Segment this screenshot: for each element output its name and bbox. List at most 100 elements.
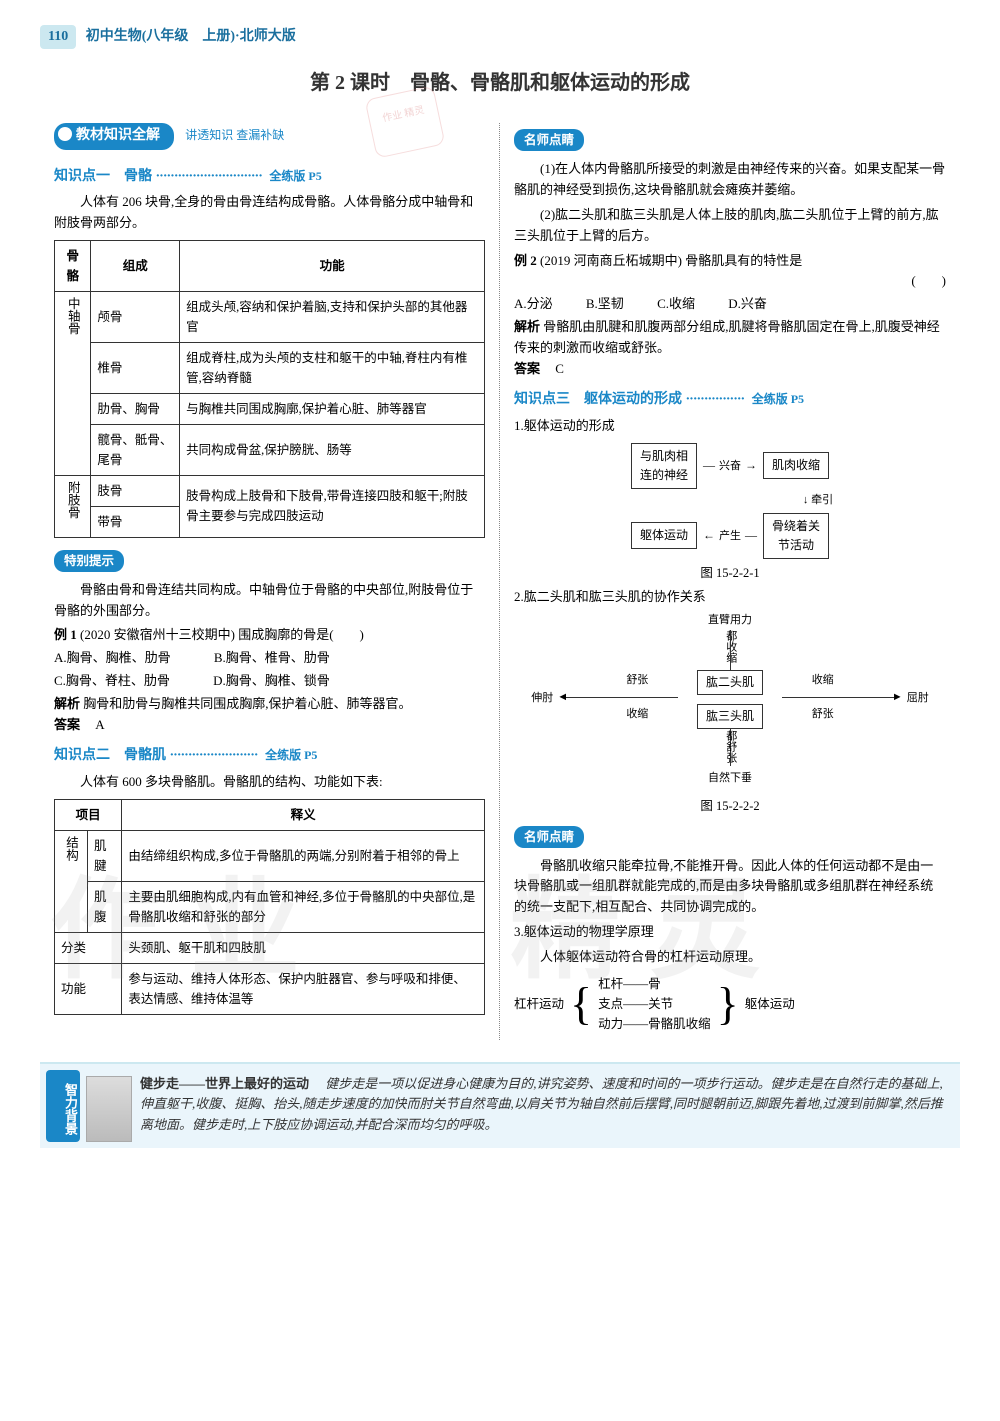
br-left: 杠杆运动 bbox=[514, 994, 564, 1014]
ex2-D: D.兴奋 bbox=[728, 296, 767, 311]
ex2-opts: A.分泌 B.坚韧 C.收缩 D.兴奋 bbox=[514, 294, 946, 315]
f1-b3: 躯体运动 bbox=[631, 522, 697, 549]
f1-side: ↓ 牵引 bbox=[514, 492, 946, 510]
example-1: 例 1 (2020 安徽宿州十三校期中) 围成胸廓的骨是( ) bbox=[54, 625, 485, 646]
kp3-s3: 3.躯体运动的物理学原理 bbox=[514, 922, 946, 943]
f2-m2l: 收缩 bbox=[626, 706, 648, 724]
kp2-title-text: 知识点二 骨骼肌 bbox=[54, 748, 166, 763]
r6c1: 带骨 bbox=[91, 506, 180, 537]
ex1-answer: 答案 A bbox=[54, 715, 485, 736]
ex2-src: (2019 河南商丘柘城期中) bbox=[540, 253, 682, 268]
r4c2: 共同构成骨盆,保护膀胱、肠等 bbox=[180, 424, 485, 475]
f1-b1: 与肌肉相 连的神经 bbox=[631, 443, 697, 489]
r2c2: 组成脊柱,成为头颅的支柱和躯干的中轴,脊柱内有椎管,容纳脊髓 bbox=[180, 342, 485, 393]
tip-label: 特别提示 bbox=[54, 550, 124, 572]
k2r2b: 主要由肌细胞构成,内有血管和神经,多位于骨骼肌的中央部位,是骨骼肌收缩和舒张的部… bbox=[122, 881, 485, 932]
k2r4a: 功能 bbox=[55, 963, 122, 1014]
ex1-label: 例 1 bbox=[54, 627, 77, 642]
ex2-ans-label: 答案 bbox=[514, 361, 540, 376]
group2: 附肢骨 bbox=[55, 475, 91, 537]
r5c1: 肢骨 bbox=[91, 475, 180, 506]
section-header: 教材知识全解 讲透知识 查漏补缺 bbox=[54, 123, 485, 155]
r2c1: 椎骨 bbox=[91, 342, 180, 393]
dots: ····························· bbox=[156, 169, 262, 184]
br-b1: 骨 bbox=[648, 977, 661, 991]
ex2-label: 例 2 bbox=[514, 253, 537, 268]
kp3-title: 知识点三 躯体运动的形成 ················ 全练版 P5 bbox=[514, 389, 946, 411]
footer-title: 健步走——世界上最好的运动 bbox=[140, 1076, 309, 1091]
k2r3b: 头颈肌、躯干肌和四肢肌 bbox=[122, 932, 485, 963]
r3c1: 肋骨、胸骨 bbox=[91, 393, 180, 424]
k2r1b: 由结缔组织构成,多位于骨骼肌的两端,分别附着于相邻的骨上 bbox=[122, 830, 485, 881]
kp3-s2: 2.肱二头肌和肱三头肌的协作关系 bbox=[514, 587, 946, 608]
f2-m1l: 舒张 bbox=[626, 672, 648, 690]
page-number: 110 bbox=[40, 25, 76, 49]
ex1-optA: A.胸骨、胸椎、肋骨 bbox=[54, 650, 171, 665]
ex2-ans: C bbox=[555, 361, 564, 376]
section-sub: 讲透知识 查漏补缺 bbox=[185, 128, 284, 142]
kp1-table: 骨骼 组成 功能 中轴骨 颅骨 组成头颅,容纳和保护着脑,支持和保护头部的其他器… bbox=[54, 240, 485, 538]
flow2-caption: 图 15-2-2-2 bbox=[514, 796, 946, 816]
br-mid: 杠杆——骨 支点——关节 动力——骨骼肌收缩 bbox=[598, 974, 711, 1034]
ex1-opts-row1: A.胸骨、胸椎、肋骨 B.胸骨、椎骨、肋骨 bbox=[54, 648, 485, 669]
ex2-paren: ( ) bbox=[514, 271, 946, 292]
r3c2: 与胸椎共同围成胸廓,保护着心脏、肺等器官 bbox=[180, 393, 485, 424]
kp2-table: 项目 释义 结构 肌腱 由结缔组织构成,多位于骨骼肌的两端,分别附着于相邻的骨上… bbox=[54, 799, 485, 1015]
br-a3: 动力 bbox=[598, 1017, 623, 1031]
k2g1: 结构 bbox=[55, 830, 88, 932]
br-b2: 关节 bbox=[648, 997, 673, 1011]
ex1-ans-label: 答案 bbox=[54, 717, 80, 732]
left-column: 作业 教材知识全解 讲透知识 查漏补缺 知识点一 骨骼 ············… bbox=[40, 123, 500, 1039]
f1-b4: 骨绕着关 节活动 bbox=[763, 513, 829, 559]
ex2-C: C.收缩 bbox=[657, 296, 695, 311]
kp1-title-text: 知识点一 骨骼 bbox=[54, 169, 152, 184]
th-2: 组成 bbox=[91, 240, 180, 291]
right-column: 精灵 名师点睛 (1)在人体内骨骼肌所接受的刺激是由神经传来的兴奋。如果支配某一… bbox=[500, 123, 960, 1039]
f2-m1: 肱二头肌 bbox=[697, 670, 763, 695]
k2h1: 项目 bbox=[55, 799, 122, 830]
brace-right-icon: } bbox=[717, 981, 739, 1027]
f2-bot: 自然下垂 bbox=[708, 770, 752, 788]
footer-box: 智力背景 健步走——世界上最好的运动 健步走是一项以促进身心健康为目的,讲究姿势… bbox=[40, 1062, 960, 1148]
footer-label: 智力背景 bbox=[46, 1070, 80, 1142]
kp1-title: 知识点一 骨骼 ····························· 全练… bbox=[54, 166, 485, 188]
arrow-left-icon: ◄ bbox=[557, 689, 568, 707]
bracket-schema: 杠杆运动 { 杠杆——骨 支点——关节 动力——骨骼肌收缩 } 躯体运动 bbox=[514, 974, 946, 1034]
k2r2a: 肌腹 bbox=[88, 881, 122, 932]
f2-top: 直臂用力 bbox=[708, 612, 752, 630]
tip-text: 骨骼由骨和骨连结共同构成。中轴骨位于骨骼的中央部位,附肢骨位于骨骼的外围部分。 bbox=[54, 580, 485, 622]
ex2-B: B.坚韧 bbox=[586, 296, 624, 311]
teacher-label-2: 名师点睛 bbox=[514, 826, 584, 848]
page-header: 110 初中生物(八年级 上册)·北师大版 bbox=[40, 25, 960, 49]
ex1-ana: 胸骨和肋骨与胸椎共同围成胸廓,保护着心脏、肺等器官。 bbox=[83, 696, 411, 711]
th-3: 功能 bbox=[180, 240, 485, 291]
kp3-title-text: 知识点三 躯体运动的形成 bbox=[514, 392, 682, 407]
kp3-ref: 全练版 P5 bbox=[752, 392, 804, 406]
arrow-right-icon: ► bbox=[892, 689, 903, 707]
r4c1: 髋骨、骶骨、尾骨 bbox=[91, 424, 180, 475]
teacher2: 骨骼肌收缩只能牵拉骨,不能推开骨。因此人体的任何运动都不是由一块骨骼肌或一组肌群… bbox=[514, 856, 946, 918]
f2-m2r: 舒张 bbox=[812, 706, 834, 724]
ex1-q: 围成胸廓的骨是( ) bbox=[238, 627, 364, 642]
f2-bot2: 都舒张 bbox=[721, 730, 739, 763]
content-columns: 作业 教材知识全解 讲透知识 查漏补缺 知识点一 骨骼 ············… bbox=[40, 123, 960, 1039]
f1-l2: 产生 bbox=[715, 530, 745, 542]
ex1-analysis: 解析 胸骨和肋骨与胸椎共同围成胸廓,保护着心脏、肺等器官。 bbox=[54, 694, 485, 715]
teacher-label-1: 名师点睛 bbox=[514, 129, 584, 151]
kp3-s1: 1.躯体运动的形成 bbox=[514, 416, 946, 437]
ex1-ana-label: 解析 bbox=[54, 696, 80, 711]
kp1-intro: 人体有 206 块骨,全身的骨由骨连结构成骨骼。人体骨骼分成中轴骨和附肢骨两部分… bbox=[54, 192, 485, 234]
r1c1: 颅骨 bbox=[91, 291, 180, 342]
f2-m2: 肱三头肌 bbox=[697, 704, 763, 729]
kp3-s3b: 人体躯体运动符合骨的杠杆运动原理。 bbox=[514, 947, 946, 968]
ex1-src: (2020 安徽宿州十三校期中) bbox=[80, 627, 235, 642]
br-right: 躯体运动 bbox=[745, 994, 795, 1014]
br-a1: 杠杆 bbox=[598, 977, 623, 991]
th-1: 骨骼 bbox=[55, 240, 91, 291]
k2r1a: 肌腱 bbox=[88, 830, 122, 881]
ex2-ana: 骨骼肌由肌腱和肌腹两部分组成,肌腱将骨骼肌固定在骨上,肌腹受神经传来的刺激而收缩… bbox=[514, 319, 940, 355]
ex2-A: A.分泌 bbox=[514, 296, 553, 311]
group1: 中轴骨 bbox=[55, 291, 91, 475]
teacher1-p2: (2)肱二头肌和肱三头肌是人体上肢的肌肉,肱二头肌位于上臂的前方,肱三头肌位于上… bbox=[514, 205, 946, 247]
ex1-optB: B.胸骨、椎骨、肋骨 bbox=[214, 650, 330, 665]
